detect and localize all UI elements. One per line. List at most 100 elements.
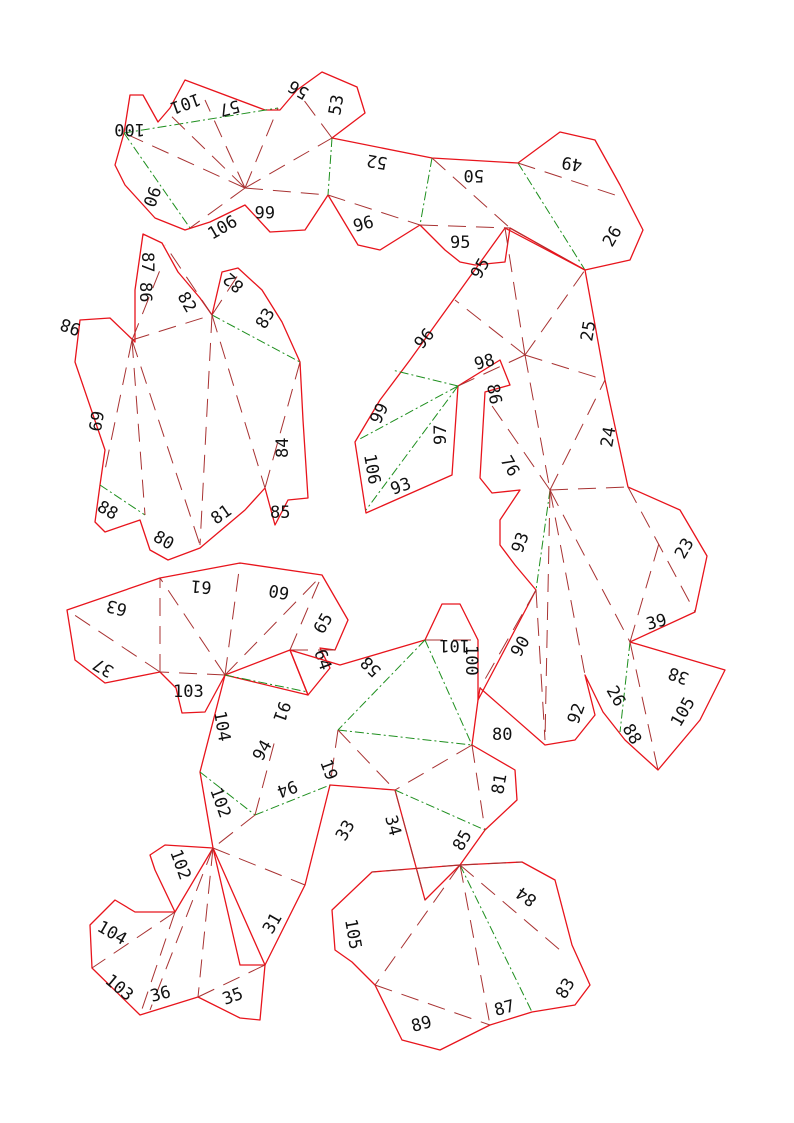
fold-valley xyxy=(394,789,426,901)
edge-label: 100 xyxy=(461,645,481,676)
fold-valley xyxy=(517,162,616,196)
edge-label: 53 xyxy=(325,93,348,117)
edge-label: 98 xyxy=(58,313,84,339)
edge-label: 106 xyxy=(205,212,242,245)
fold-valley xyxy=(244,137,333,189)
piece-upper-left-outline xyxy=(74,233,309,561)
fold-valley xyxy=(454,299,526,356)
edge-label: 106 xyxy=(359,452,384,486)
fold-valley xyxy=(524,269,586,356)
piece-middle-left: 63 61 60 65 37 103 64 91 104 xyxy=(66,562,349,743)
fold-valley xyxy=(549,486,629,491)
edge-label: 52 xyxy=(365,150,389,173)
fold-valley xyxy=(244,187,329,196)
fold-valley xyxy=(289,574,323,651)
piece-bottom-right-outline xyxy=(331,861,591,1051)
piece-right-central-outline xyxy=(354,227,726,771)
edge-label: 69 xyxy=(84,409,107,433)
fold-valley xyxy=(459,864,491,1026)
edge-label: 82 xyxy=(220,268,249,296)
fold-valley xyxy=(629,539,661,643)
edge-label: 19 xyxy=(315,757,341,783)
edge-label: 23 xyxy=(671,535,699,563)
fold-valley xyxy=(131,339,146,516)
fold-valley xyxy=(224,574,323,676)
edge-label: 36 xyxy=(148,982,173,1007)
fold-valley xyxy=(535,589,546,741)
edge-label: 24 xyxy=(597,425,620,449)
fold-valley xyxy=(329,729,339,786)
edge-label: 38 xyxy=(666,662,692,688)
fold-valley xyxy=(254,739,276,816)
edge-label: 35 xyxy=(220,984,246,1010)
edge-label: 33 xyxy=(332,817,360,845)
edge-label: 83 xyxy=(552,975,580,1003)
edge-label: 83 xyxy=(252,305,280,333)
edge-label: 88 xyxy=(618,721,646,749)
edge-label: 80 xyxy=(150,527,178,555)
fold-valley xyxy=(479,589,537,689)
edge-label: 39 xyxy=(644,610,669,635)
edge-label: 91 xyxy=(268,698,294,724)
edge-label: 58 xyxy=(357,652,386,681)
edge-label: 102 xyxy=(205,785,234,821)
fold-valley xyxy=(374,864,461,986)
fold-valley xyxy=(123,132,246,189)
fold-mountain xyxy=(394,789,486,831)
edge-label: 85 xyxy=(449,827,477,855)
fold-mountain xyxy=(254,784,331,816)
edge-label: 94 xyxy=(249,737,277,765)
fold-valley xyxy=(199,314,213,546)
edge-label: 80 xyxy=(492,725,512,745)
fold-mountain xyxy=(459,864,533,1013)
fold-mountain xyxy=(619,641,631,733)
fold-valley xyxy=(197,964,266,998)
edge-label: 101 xyxy=(167,88,203,117)
fold-valley xyxy=(524,354,606,381)
edge-label: 76 xyxy=(496,453,524,481)
fold-valley xyxy=(549,489,631,643)
fold-valley xyxy=(211,271,241,316)
edge-label: 104 xyxy=(209,709,234,743)
fold-valley xyxy=(299,94,333,139)
piece-bottom-right: 105 84 83 87 89 xyxy=(331,861,591,1051)
edge-label: 99 xyxy=(366,400,393,427)
fold-valley xyxy=(211,314,266,489)
edge-label: 101 xyxy=(439,635,470,655)
edge-label: 87 xyxy=(137,252,157,272)
fold-mountain xyxy=(123,132,191,229)
piece-upper-left: 87 86 82 82 83 98 69 84 88 81 85 80 xyxy=(58,233,309,561)
edge-label: 93 xyxy=(388,474,414,500)
fold-valley xyxy=(327,194,421,226)
edge-label: 81 xyxy=(207,501,235,529)
fold-mountain xyxy=(419,157,433,226)
fold-valley xyxy=(504,227,526,356)
edge-label: 92 xyxy=(564,701,590,727)
fold-valley xyxy=(139,911,176,1016)
edge-label: 104 xyxy=(94,917,131,950)
fold-valley xyxy=(159,577,226,676)
piece-right-central: 95 96 98 86 99 97 106 93 76 25 24 93 23 … xyxy=(354,227,726,771)
fold-valley xyxy=(104,339,133,471)
fold-valley xyxy=(131,314,213,341)
fold-valley xyxy=(159,671,226,676)
fold-valley xyxy=(131,264,163,341)
fold-valley xyxy=(164,244,213,316)
fold-valley xyxy=(419,224,511,229)
edge-label: 95 xyxy=(467,255,495,283)
edge-label: 31 xyxy=(259,910,287,938)
edge-label: 66 xyxy=(255,201,275,221)
piece-top-strip: 100 101 57 56 53 52 50 49 90 106 66 96 9… xyxy=(114,71,644,271)
edge-label: 103 xyxy=(101,971,137,1006)
fold-mountain xyxy=(424,639,473,746)
edge-label: 105 xyxy=(340,917,365,951)
edge-label: 100 xyxy=(114,119,145,139)
edge-label: 37 xyxy=(90,653,118,681)
fold-mountain xyxy=(123,107,279,134)
edge-label: 89 xyxy=(409,1012,434,1037)
edge-label: 98 xyxy=(472,350,497,375)
edge-label: 26 xyxy=(599,223,627,251)
fold-valley xyxy=(212,847,306,886)
edge-label: 96 xyxy=(411,325,439,354)
piece-bottom-left: 102 104 31 103 36 35 xyxy=(89,844,287,1021)
